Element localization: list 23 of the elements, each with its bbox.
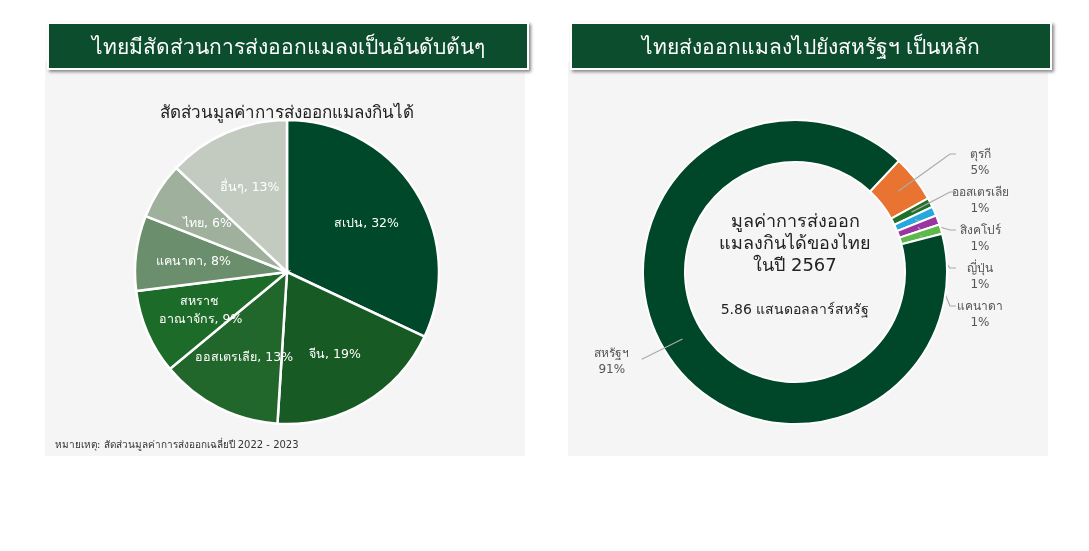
slice-label: ไทย, 6% [182,214,232,230]
data-label: 1% [970,315,990,329]
text: มูลค่าการส่งออกแมลงกินได้ของไทยในปี 2567 [718,210,872,276]
text: 5.86 แสนดอลลาร์สหรัฐ [719,300,871,318]
slice-label: อื่นๆ, 13% [219,177,280,194]
chart-title: ไทยส่งออกแมลงไปยังสหรัฐฯ เป็นหลัก [570,22,1052,70]
chart-subtitle: สัดส่วนมูลค่าการส่งออกแมลงกินได้ [160,102,414,123]
data-label: 1% [970,239,990,253]
slice-label: แคนาดา, 8% [156,253,232,269]
slice-label: สหรัฐฯ [594,346,630,361]
data-label: 91% [598,362,626,377]
slice-label: ญี่ปุ่น [967,259,993,276]
data-label: 1% [970,277,990,291]
data-label: 1% [970,201,990,215]
slice-label: ออสเตรเลีย [951,185,1009,199]
chart-title: ไทยมีสัดส่วนการส่งออกแมลงเป็นอันดับต้นๆ [47,22,529,70]
slice-label: ตุรกี [969,147,991,162]
data-label: 5% [970,163,990,177]
text: หมายเหตุ: สัดส่วนมูลค่าการส่งออกเฉลี่ยปี 2022 - 2023 [55,437,299,451]
slice-label: สิงคโปร์ [959,223,1002,237]
slice-label: สเปน, 32% [334,214,400,230]
slice-label: จีน, 19% [309,346,361,362]
slice-label: แคนาดา [957,299,1003,313]
